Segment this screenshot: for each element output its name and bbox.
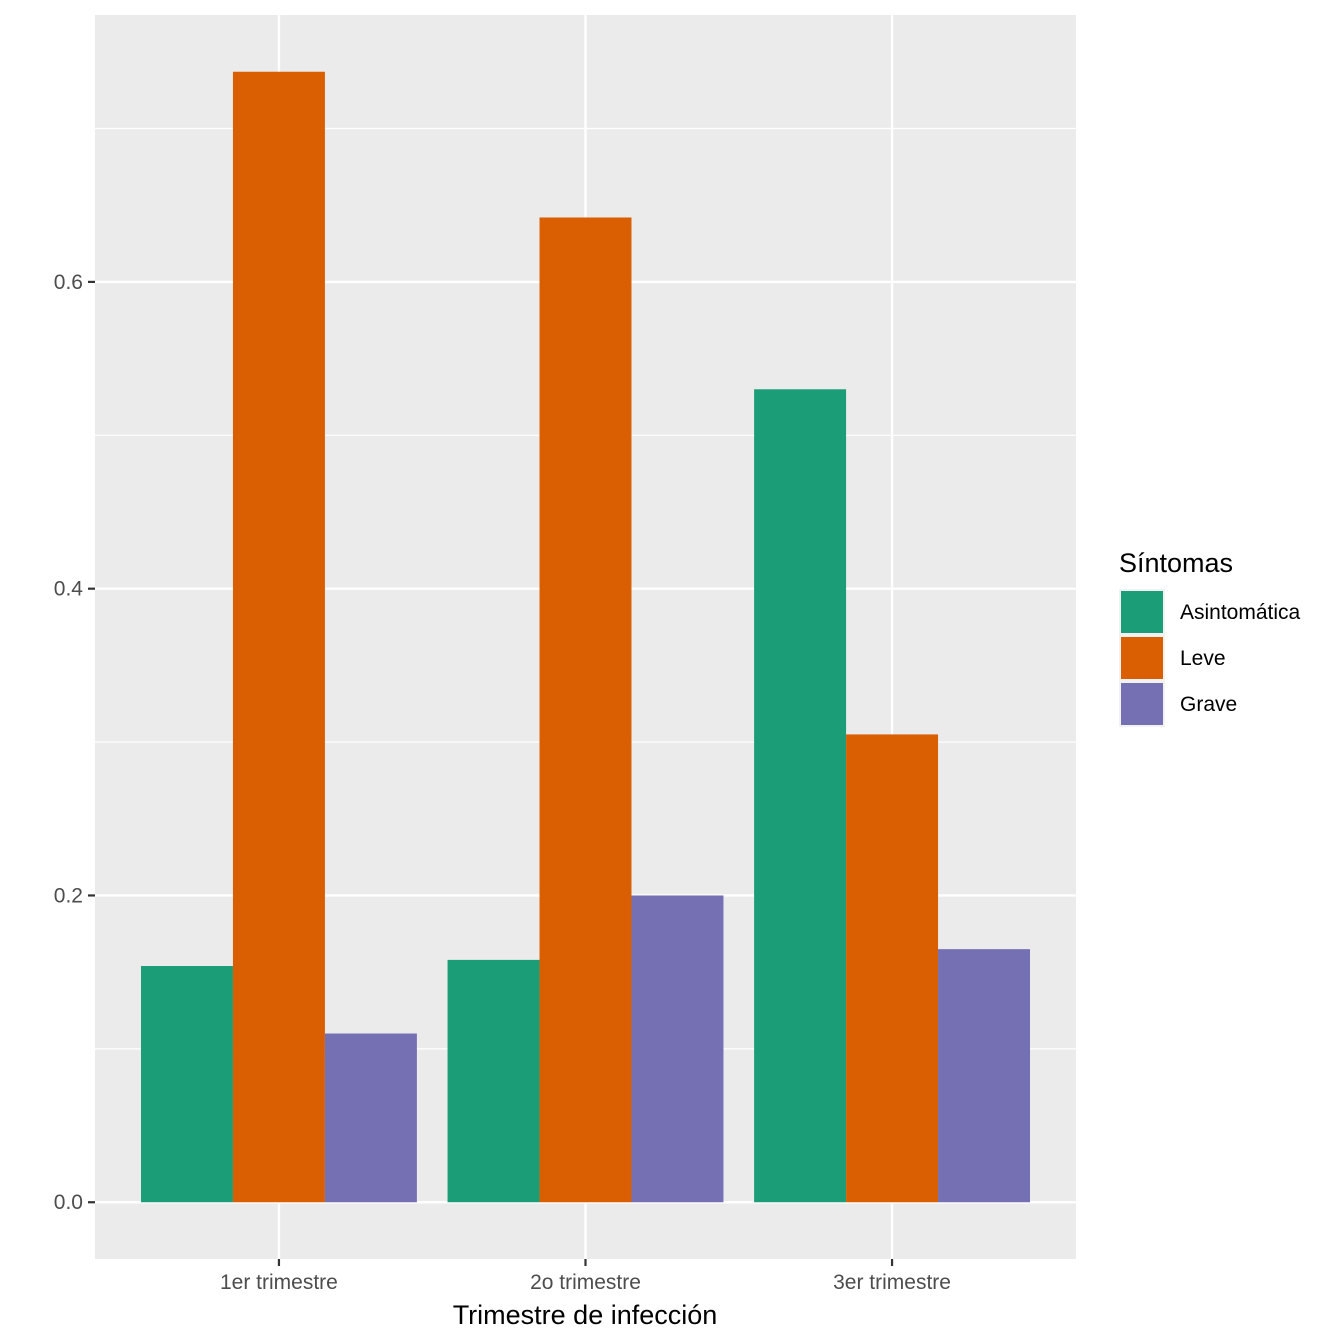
bar [631, 895, 724, 1203]
bar [938, 949, 1031, 1203]
y-tick-label: 0.4 [54, 578, 84, 601]
bar [324, 1033, 417, 1203]
y-axis: 0.0 0.2 0.4 0.6 [54, 271, 95, 1214]
x-tick-label: 2o trimestre [530, 1271, 641, 1294]
bar [232, 71, 325, 1203]
legend-title: Síntomas [1119, 548, 1233, 578]
bar [754, 389, 847, 1203]
bar [447, 959, 540, 1203]
legend-label: Asintomática [1180, 601, 1301, 624]
x-tick-label: 1er trimestre [220, 1271, 338, 1294]
x-axis-title: Trimestre de infección [453, 1300, 718, 1330]
bar [846, 734, 939, 1203]
y-tick-label: 0.2 [54, 884, 83, 907]
legend-label: Grave [1180, 693, 1237, 716]
y-tick-label: 0.0 [54, 1191, 83, 1214]
legend-label: Leve [1180, 647, 1226, 670]
legend-key [1121, 683, 1163, 725]
x-tick-label: 3er trimestre [833, 1271, 951, 1294]
y-tick-label: 0.6 [54, 271, 83, 294]
legend-key [1121, 637, 1163, 679]
bar [140, 966, 233, 1203]
legend: Síntomas Asintomática Leve Grave [1119, 548, 1301, 727]
bar [539, 217, 632, 1203]
x-axis: 1er trimestre 2o trimestre 3er trimestre [220, 1259, 951, 1294]
bars [140, 71, 1031, 1203]
legend-key [1121, 591, 1163, 633]
